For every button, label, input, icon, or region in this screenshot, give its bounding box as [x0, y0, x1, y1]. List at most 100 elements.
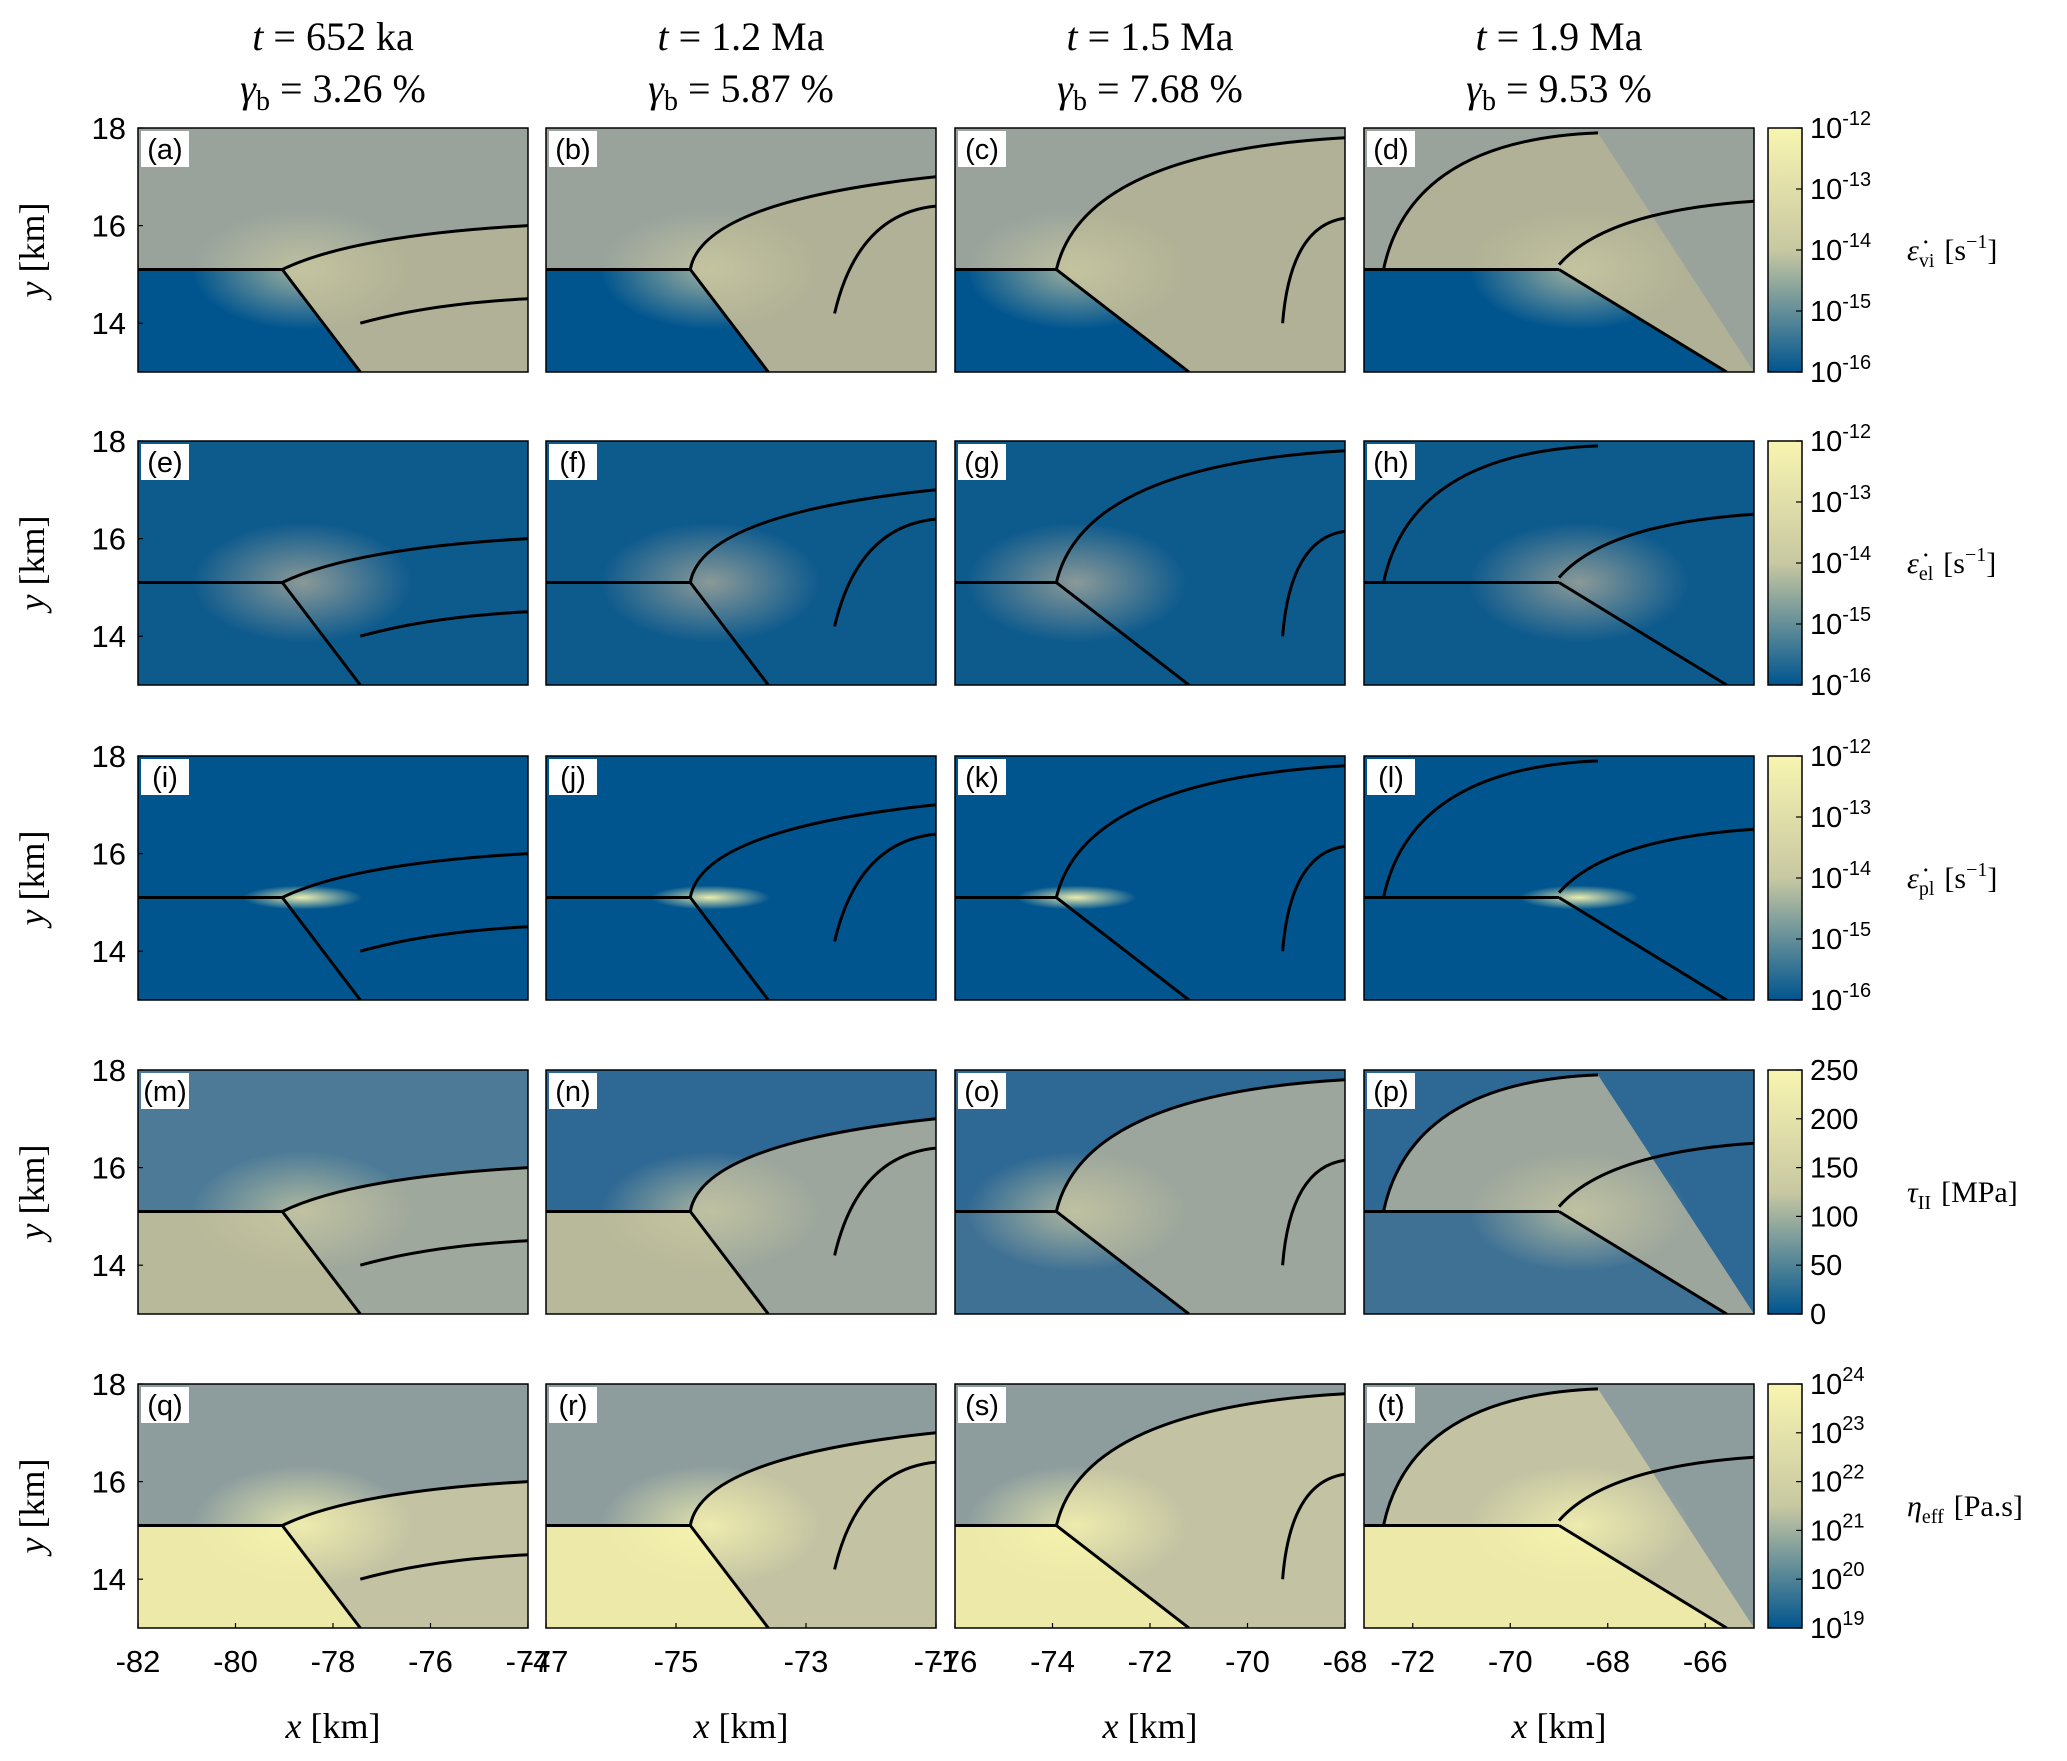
fault-line	[281, 581, 362, 685]
fault-line	[1558, 1524, 1728, 1628]
x-tick-label: -70	[1488, 1644, 1533, 1679]
inner-boundary	[1281, 1472, 1345, 1580]
colorbar-label: τII [MPa]	[1907, 1176, 2018, 1214]
panel-label: (e)	[147, 447, 182, 479]
panel-g: (g)	[954, 440, 1346, 686]
colorbar-label: ε̇el [s−1]	[1907, 544, 1996, 585]
colorbar-label: ηeff [Pa.s]	[1907, 1490, 2023, 1528]
column-title-gamma: γb = 7.68 %	[1057, 66, 1243, 117]
colorbar-tick-label: 0	[1810, 1299, 1826, 1331]
upper-boundary	[688, 1431, 936, 1526]
strain-glow	[242, 885, 363, 910]
upper-boundary	[1054, 136, 1345, 270]
panel-label-box	[1367, 131, 1415, 167]
strain-glow	[650, 885, 771, 910]
panel-frame	[545, 127, 937, 373]
column-title-time: t = 652 ka	[252, 14, 414, 59]
panel-frame	[137, 1069, 529, 1315]
panel-label: (a)	[147, 134, 182, 166]
panel-frame	[545, 1383, 937, 1629]
upper-boundary	[1382, 1073, 1599, 1212]
panel-e: (e) 18 16 14	[92, 424, 529, 686]
upper-boundary	[1382, 759, 1599, 898]
y-tick-label: 18	[92, 424, 126, 459]
panel-label: (k)	[965, 762, 999, 794]
strain-glow	[600, 209, 821, 330]
colorbar-tick-label: 1024	[1810, 1364, 1865, 1401]
colorbar-tick-label: 10-12	[1810, 108, 1871, 145]
panel-frame	[1363, 1069, 1755, 1315]
column-title-gamma: γb = 3.26 %	[240, 66, 426, 117]
fault-line	[689, 896, 770, 1000]
x-tick-label: -78	[311, 1644, 356, 1679]
colorbar-tick-label: 200	[1810, 1104, 1858, 1136]
colorbar-tick-label: 10-16	[1810, 980, 1871, 1017]
panel-q: (q) 18 16 14 -82 -80 -78 -76 -74	[92, 1367, 551, 1679]
colorbar-el: 10-12 10-13 10-14 10-15 10-16 ε̇el [s−1]	[1767, 421, 1996, 702]
fault-line	[1055, 896, 1190, 1000]
colorbar-tick-label: 10-15	[1810, 919, 1871, 956]
y-axis-label: y [km]	[12, 1145, 52, 1243]
panel-label: (o)	[964, 1076, 999, 1108]
colorbar-tick-label: 10-13	[1810, 169, 1871, 206]
colorbar-gradient	[1767, 1383, 1803, 1629]
x-tick-label: -76	[408, 1644, 453, 1679]
panel-frame	[137, 440, 529, 686]
y-tick-label: 16	[92, 1465, 126, 1500]
fault-line	[1558, 896, 1728, 1000]
panel-label: (m)	[143, 1076, 186, 1108]
panel-label-box	[1367, 759, 1415, 795]
colorbar-tick-label: 1019	[1810, 1608, 1865, 1645]
x-tick-label: -68	[1585, 1644, 1630, 1679]
column-titles: t = 652 ka γb = 3.26 % t = 1.2 Ma γb = 5.87…	[240, 14, 1652, 117]
fault-line	[689, 581, 770, 685]
fault-line	[1055, 581, 1190, 685]
panel-o: (o)	[954, 1069, 1346, 1315]
y-tick-label: 18	[92, 111, 126, 146]
colorbar-tick-label: 10-16	[1810, 352, 1871, 389]
y-tick-label: 16	[92, 522, 126, 557]
x-tick-label: -68	[1323, 1644, 1368, 1679]
strain-glow	[1519, 885, 1639, 910]
upper-boundary	[281, 537, 528, 584]
x-tick-label: -72	[1128, 1644, 1173, 1679]
panel-label: (f)	[559, 447, 586, 479]
footwall-field	[138, 897, 361, 1000]
inner-boundary	[833, 517, 936, 627]
strain-glow	[1016, 885, 1137, 910]
panel-frame	[1363, 1383, 1755, 1629]
inner-boundary	[1557, 827, 1754, 894]
panel-label-box	[141, 444, 189, 480]
y-tick-label: 16	[92, 1151, 126, 1186]
upper-boundary	[281, 1166, 528, 1213]
fault-line	[1558, 268, 1728, 372]
upper-boundary	[281, 1480, 528, 1527]
panel-frame	[954, 1069, 1346, 1315]
inner-boundary	[359, 925, 528, 953]
inner-boundary	[833, 1460, 936, 1570]
panel-label: (l)	[1378, 762, 1404, 794]
inner-boundary	[359, 1239, 528, 1267]
y-tick-label: 16	[92, 209, 126, 244]
fault-line	[689, 268, 770, 372]
x-tick-label: -66	[1683, 1644, 1728, 1679]
panel-k: (k)	[954, 755, 1346, 1001]
inner-boundary	[359, 610, 528, 638]
fault-line	[1055, 268, 1190, 372]
upper-boundary	[688, 175, 936, 270]
upper-boundary	[1054, 1078, 1345, 1212]
fault-line	[281, 896, 362, 1000]
panel-label: (s)	[965, 1390, 999, 1422]
panel-frame	[545, 440, 937, 686]
y-tick-label: 18	[92, 1053, 126, 1088]
panel-label: (q)	[147, 1390, 182, 1422]
fault-line	[1558, 581, 1728, 685]
strain-glow	[966, 1465, 1187, 1586]
colorbar-tick-label: 100	[1810, 1201, 1858, 1233]
panel-i: (i) 18 16 14	[92, 739, 529, 1001]
colorbar-tick-label: 1022	[1810, 1462, 1865, 1499]
colorbar-tick-label: 10-16	[1810, 665, 1871, 702]
upper-boundary	[281, 224, 528, 271]
panel-label: (g)	[964, 447, 999, 479]
upper-boundary	[1382, 1387, 1599, 1526]
